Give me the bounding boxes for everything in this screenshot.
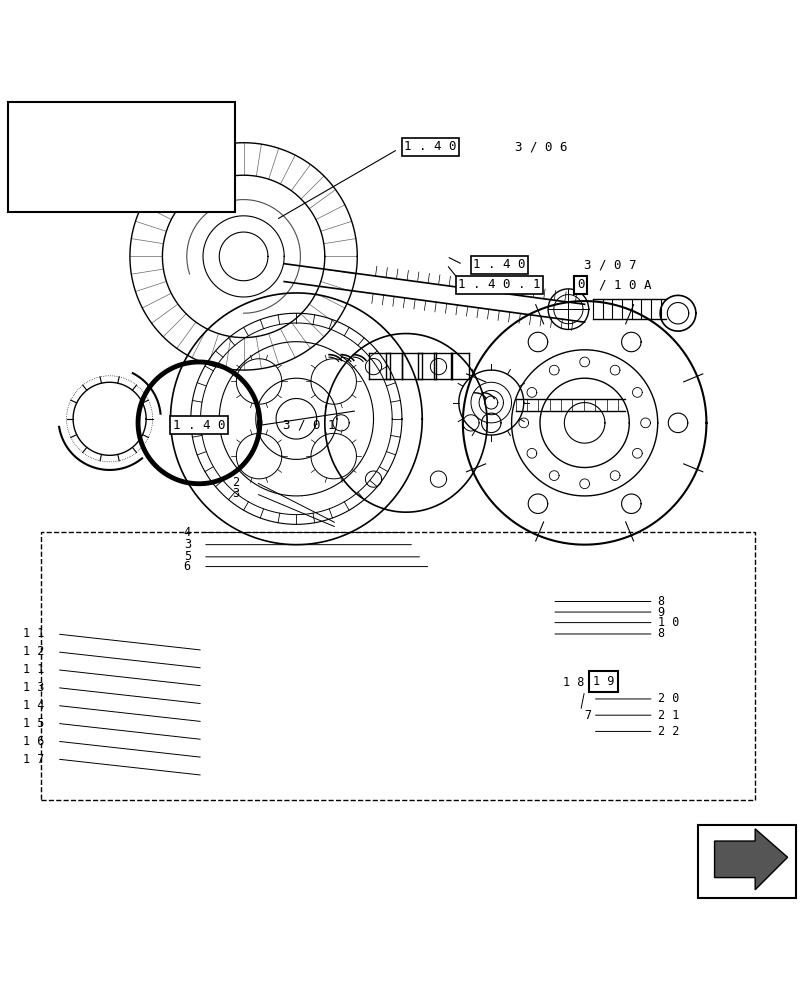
Text: 3 / 0 1: 3 / 0 1	[283, 419, 336, 432]
Text: / 1 0 A: / 1 0 A	[599, 278, 651, 291]
Text: 1 9: 1 9	[592, 675, 613, 688]
Text: 1 6: 1 6	[24, 735, 45, 748]
Text: 4: 4	[183, 526, 191, 539]
Text: 1 1: 1 1	[24, 663, 45, 676]
Text: 1 5: 1 5	[24, 717, 45, 730]
Text: 5: 5	[183, 550, 191, 563]
Text: 1 4: 1 4	[24, 699, 45, 712]
Bar	[8, 102, 235, 212]
Text: 1 1: 1 1	[24, 627, 45, 640]
FancyBboxPatch shape	[588, 671, 617, 692]
Bar	[697, 825, 795, 898]
Bar	[41, 532, 754, 800]
Text: 3: 3	[232, 487, 239, 500]
Text: 3 / 0 6: 3 / 0 6	[514, 140, 567, 153]
Text: 1 2: 1 2	[24, 645, 45, 658]
Text: 1 0: 1 0	[657, 616, 678, 629]
Text: 1 3: 1 3	[24, 681, 45, 694]
Text: 8: 8	[657, 595, 664, 608]
Text: 1 7: 1 7	[24, 753, 45, 766]
Text: 0: 0	[576, 278, 584, 291]
Polygon shape	[714, 829, 787, 890]
Text: 3 / 0 7: 3 / 0 7	[583, 258, 636, 271]
Text: 2 2: 2 2	[657, 725, 678, 738]
Text: 7: 7	[584, 709, 591, 722]
Text: 1 . 4 0: 1 . 4 0	[173, 419, 225, 432]
Text: 1 . 4 0: 1 . 4 0	[404, 140, 456, 153]
Text: 3: 3	[183, 538, 191, 551]
Text: 1 8: 1 8	[563, 676, 584, 689]
Text: 2 1: 2 1	[657, 709, 678, 722]
Text: 8: 8	[657, 627, 664, 640]
Text: 9: 9	[657, 606, 664, 619]
Text: 1 . 4 0: 1 . 4 0	[473, 258, 525, 271]
Text: 2: 2	[232, 476, 239, 489]
Text: 6: 6	[183, 560, 191, 573]
Text: 1 . 4 0 . 1: 1 . 4 0 . 1	[457, 278, 540, 291]
Text: 2 0: 2 0	[657, 692, 678, 705]
